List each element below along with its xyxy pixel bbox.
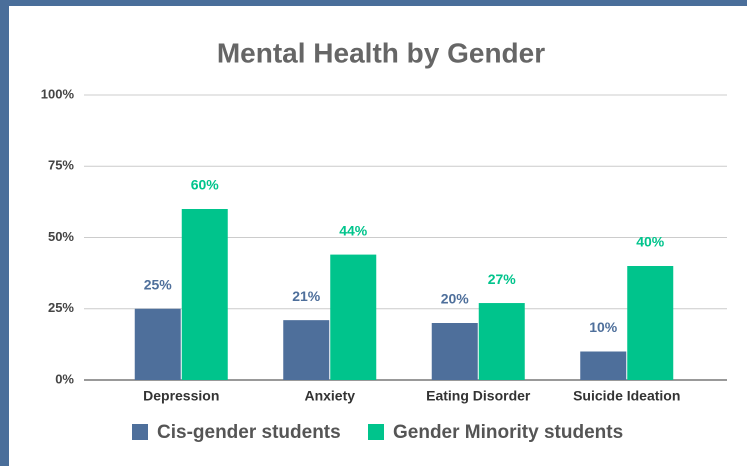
value-label: 40%: [636, 234, 665, 250]
value-label: 60%: [191, 177, 220, 193]
x-tick-label: Anxiety: [304, 388, 355, 404]
bar: [580, 351, 627, 380]
value-label: 27%: [488, 271, 517, 287]
chart-title: Mental Health by Gender: [217, 37, 545, 68]
value-label: 10%: [589, 319, 618, 335]
bar: [134, 308, 181, 380]
y-tick-label: 100%: [41, 86, 75, 101]
y-tick-label: 75%: [48, 158, 74, 173]
legend-swatch: [368, 424, 384, 440]
x-tick-label: Depression: [143, 388, 219, 404]
legend-label: Gender Minority students: [393, 422, 623, 443]
bar: [431, 323, 478, 380]
y-tick-label: 25%: [48, 300, 74, 315]
value-label: 44%: [339, 222, 368, 238]
x-tick-label: Eating Disorder: [426, 388, 531, 404]
value-label: 21%: [292, 288, 321, 304]
bar: [627, 266, 674, 380]
legend-swatch: [132, 424, 148, 440]
x-tick-label: Suicide Ideation: [573, 388, 680, 404]
bar: [283, 320, 330, 380]
bar: [181, 209, 228, 380]
frame-left: [0, 0, 9, 466]
y-tick-label: 0%: [55, 371, 74, 386]
frame-top: [0, 0, 747, 6]
bar: [330, 254, 377, 380]
value-label: 20%: [441, 291, 470, 307]
legend-label: Cis-gender students: [157, 422, 341, 443]
value-label: 25%: [144, 276, 173, 292]
bar: [478, 303, 525, 380]
y-tick-label: 50%: [48, 229, 74, 244]
